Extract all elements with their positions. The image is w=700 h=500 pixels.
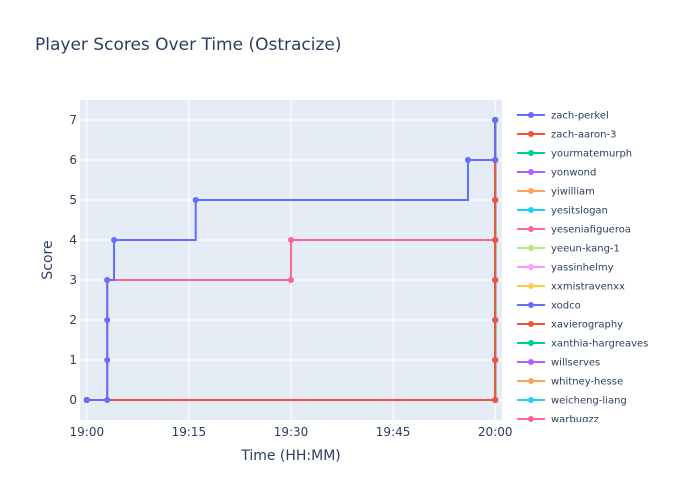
legend-item[interactable]: willserves: [517, 358, 600, 369]
legend-item[interactable]: xavierography: [517, 320, 623, 331]
legend-label: whitney-hesse: [551, 377, 623, 388]
legend-item[interactable]: yassinhelmy: [517, 263, 614, 274]
legend-swatch-marker: [528, 150, 534, 156]
legend-item[interactable]: weicheng-liang: [517, 396, 627, 407]
data-point: [104, 397, 111, 403]
legend-label: yiwilliam: [551, 187, 595, 198]
data-point: [83, 397, 90, 403]
legend-item[interactable]: xanthia-hargreaves: [517, 339, 648, 350]
y-tick-label: 2: [69, 313, 77, 327]
legend-item[interactable]: whitney-hesse: [517, 377, 623, 388]
legend-item[interactable]: xodco: [517, 301, 581, 312]
legend-swatch-marker: [528, 226, 534, 232]
data-point: [104, 317, 111, 323]
legend-swatch-marker: [528, 340, 534, 346]
y-axis-title: Score: [40, 240, 56, 279]
data-point: [492, 157, 499, 163]
legend-swatch-marker: [528, 416, 534, 422]
legend-swatch-marker: [528, 359, 534, 365]
legend-label: willserves: [551, 358, 600, 369]
y-tick-label: 4: [69, 233, 77, 247]
legend-label: warbugzz: [551, 415, 599, 426]
data-point: [111, 237, 118, 243]
legend-label: yonwond: [551, 168, 596, 179]
x-tick-label: 19:00: [70, 425, 105, 439]
y-tick-label: 6: [69, 153, 77, 167]
legend-label: xavierography: [551, 320, 623, 331]
legend-item[interactable]: yeseniafigueroa: [517, 225, 631, 236]
data-point: [192, 197, 199, 203]
data-point: [492, 397, 499, 403]
data-point: [288, 277, 294, 283]
legend-item[interactable]: xxmistravenxx: [517, 282, 625, 293]
data-point: [492, 277, 499, 283]
x-tick-label: 19:30: [274, 425, 309, 439]
legend-item[interactable]: warbugzz: [517, 415, 599, 426]
data-point: [492, 197, 499, 203]
legend-swatch-marker: [528, 397, 534, 403]
x-axis-title: Time (HH:MM): [240, 448, 341, 464]
legend-label: yassinhelmy: [551, 263, 614, 274]
data-point: [288, 237, 294, 243]
legend-swatch-marker: [528, 378, 534, 384]
legend-label: yesitslogan: [551, 206, 608, 217]
x-tick-label: 19:15: [172, 425, 207, 439]
legend-label: zach-aaron-3: [551, 130, 616, 141]
legend-swatch-marker: [528, 188, 534, 194]
legend-swatch-marker: [528, 264, 534, 270]
legend-label: yourmatemurph: [551, 149, 632, 160]
legend-swatch-marker: [528, 131, 534, 137]
data-point: [492, 317, 499, 323]
y-tick-label: 1: [69, 353, 77, 367]
series-layer: [83, 117, 499, 403]
y-tick-label: 5: [69, 193, 77, 207]
data-point: [492, 357, 499, 363]
data-point: [464, 157, 471, 163]
series-zach-perkel: [83, 117, 499, 403]
legend-item[interactable]: yesitslogan: [517, 206, 608, 217]
legend-item[interactable]: yeeun-kang-1: [517, 244, 620, 255]
legend-label: xodco: [551, 301, 581, 312]
data-point: [104, 277, 111, 283]
legend-label: zach-perkel: [551, 111, 609, 122]
chart-title: Player Scores Over Time (Ostracize): [35, 35, 342, 55]
legend-swatch-marker: [528, 112, 534, 118]
legend-label: weicheng-liang: [551, 396, 627, 407]
legend-item[interactable]: zach-aaron-3: [517, 130, 616, 141]
y-tick-label: 7: [69, 113, 77, 127]
data-point: [104, 357, 111, 363]
legend[interactable]: zach-perkel zach-aaron-3 yourmatemurph yonw…: [517, 111, 648, 426]
data-point: [492, 237, 499, 243]
y-tick-label: 3: [69, 273, 77, 287]
legend-item[interactable]: yourmatemurph: [517, 149, 632, 160]
legend-swatch-marker: [528, 245, 534, 251]
legend-swatch-marker: [528, 207, 534, 213]
legend-item[interactable]: yiwilliam: [517, 187, 595, 198]
legend-item[interactable]: yonwond: [517, 168, 596, 179]
legend-swatch-marker: [528, 283, 534, 289]
legend-swatch-marker: [528, 302, 534, 308]
legend-item[interactable]: zach-perkel: [517, 111, 609, 122]
x-tick-label: 20:00: [478, 425, 513, 439]
legend-label: yeeun-kang-1: [551, 244, 620, 255]
legend-swatch-marker: [528, 169, 534, 175]
data-point: [492, 117, 499, 123]
y-tick-label: 0: [69, 393, 77, 407]
tick-labels: 0 1 2 3 4 5 6 7 19:00 19:15 19:30 19:45 20:00: [69, 113, 512, 439]
legend-label: xxmistravenxx: [551, 282, 625, 293]
legend-label: yeseniafigueroa: [551, 225, 631, 236]
legend-label: xanthia-hargreaves: [551, 339, 648, 350]
x-tick-label: 19:45: [376, 425, 411, 439]
legend-swatch-marker: [528, 321, 534, 327]
